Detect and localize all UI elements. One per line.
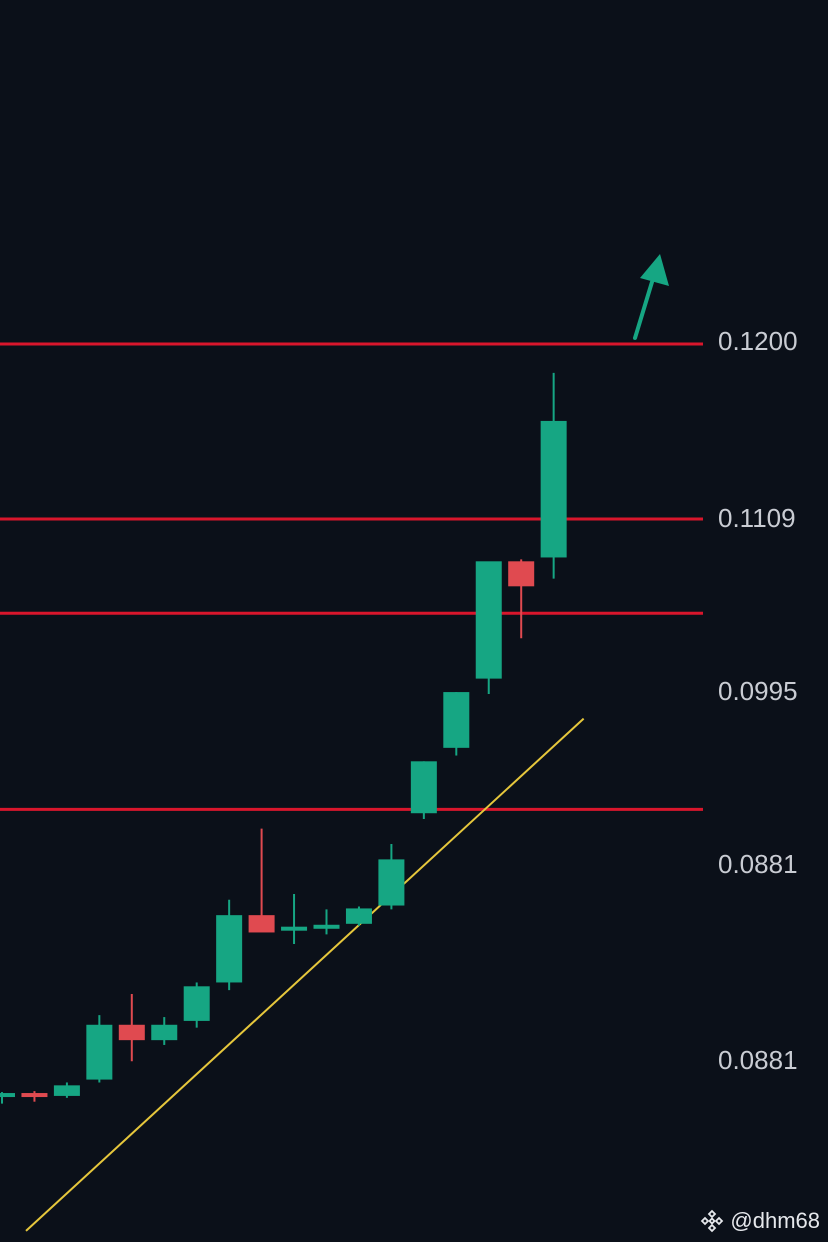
up-arrow-icon [640,254,669,286]
candle [0,1092,15,1104]
candle-body [118,1024,145,1041]
candle-body [508,561,535,587]
trendline-group [25,717,585,1232]
candle-body [410,761,437,814]
y-tick-label: 0.1200 [718,326,798,356]
candle-body [183,986,210,1021]
candle-body [0,1093,15,1098]
candle-body [216,915,243,983]
trendline [25,717,585,1232]
candle [281,894,308,944]
candle [410,761,437,819]
y-tick-label: 0.0995 [718,676,798,706]
candle [313,909,340,935]
candle-body [378,859,405,906]
candle [345,906,372,926]
y-axis-ticks: 0.1200 0.1109 0.0995 0.0881 0.0881 [718,326,798,1075]
y-tick-label: 0.0881 [718,1045,798,1075]
watermark: @dhm68 [700,1208,820,1234]
candle-body [151,1024,178,1041]
candle [53,1082,80,1098]
candles [0,372,567,1104]
y-tick-label: 0.0881 [718,849,798,879]
candle [216,899,243,991]
candle-body [345,908,372,924]
watermark-handle: @dhm68 [730,1208,820,1233]
candle-body [475,561,502,679]
candle [21,1091,48,1102]
candle-body [86,1024,113,1080]
y-tick-label: 0.1109 [718,503,796,533]
candle [540,372,567,579]
arrow-shaft [633,280,654,340]
candle-body [21,1093,48,1098]
candle-body [540,420,567,558]
candle-body [281,926,308,931]
arrow-annotation [633,254,669,340]
candle [151,1017,178,1045]
candle [508,559,535,639]
candle [248,828,275,933]
candle [475,561,502,694]
candle [118,994,145,1062]
candle [443,692,470,756]
candle [86,1015,113,1083]
candle [378,844,405,910]
candle-body [443,692,470,748]
candle [183,982,210,1028]
candle-body [248,915,275,933]
candle-body [313,924,340,929]
candle-body [53,1085,80,1096]
level-lines [0,342,703,811]
binance-logo-icon [701,1209,724,1233]
